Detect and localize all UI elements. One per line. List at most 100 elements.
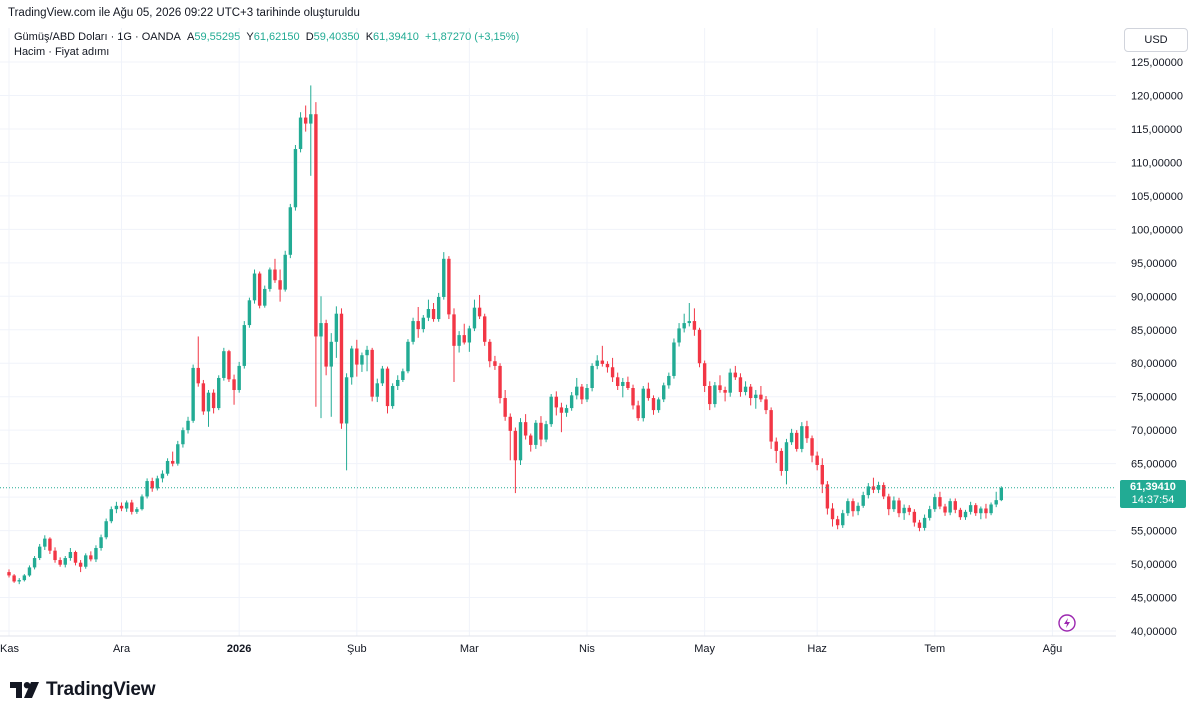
- high-value: 61,62150: [253, 31, 300, 43]
- indicator-legend[interactable]: Hacim · Fiyat adımı: [14, 46, 110, 58]
- x-axis-time-scale: Kas Ara 2026 Şub Mar Nis May Haz Tem Ağu: [0, 643, 1062, 655]
- candle-body: [63, 558, 67, 565]
- candle-body: [309, 114, 313, 124]
- candle: [830, 503, 835, 527]
- candle: [32, 556, 37, 570]
- low-label: D: [305, 31, 314, 43]
- candle-body: [222, 351, 226, 378]
- x-tick-label: Tem: [924, 643, 945, 655]
- candle-body: [503, 398, 507, 417]
- candle: [84, 553, 88, 569]
- candle-body: [575, 386, 579, 396]
- candle: [682, 313, 686, 333]
- candle: [181, 427, 185, 448]
- y-tick-label: 40,00000: [1131, 626, 1177, 638]
- candle-body: [181, 430, 185, 445]
- candle-body: [401, 371, 405, 380]
- candle-body: [856, 505, 860, 512]
- candle: [636, 400, 640, 421]
- candle-body: [298, 117, 303, 150]
- candle: [89, 551, 93, 562]
- candle: [48, 537, 52, 555]
- candle: [273, 258, 277, 283]
- candle: [866, 483, 871, 499]
- candle: [375, 378, 379, 403]
- candle: [912, 509, 917, 527]
- candle-body: [329, 341, 333, 367]
- candle-body: [467, 328, 472, 343]
- candle: [201, 379, 206, 415]
- candle-body: [984, 508, 988, 514]
- candle-body: [989, 504, 993, 514]
- candle-body: [600, 360, 605, 364]
- y-tick-label: 45,00000: [1131, 593, 1177, 605]
- candle-body: [390, 385, 395, 407]
- candle-body: [385, 368, 390, 407]
- candle: [355, 339, 359, 377]
- candle-body: [554, 396, 559, 408]
- candle-body: [672, 342, 676, 376]
- symbol-name[interactable]: Gümüş/ABD Doları · 1G · OANDA: [14, 31, 181, 43]
- candle-body: [360, 355, 364, 365]
- candle: [27, 565, 32, 577]
- candle-body: [447, 258, 451, 315]
- candle: [385, 366, 390, 414]
- candle: [856, 502, 860, 516]
- candle: [196, 336, 200, 387]
- candle: [94, 545, 98, 563]
- change-value: +1,87270 (+3,15%): [425, 31, 520, 43]
- candle-body: [355, 348, 359, 365]
- currency-button[interactable]: USD: [1124, 28, 1188, 52]
- candle: [22, 574, 27, 582]
- candle-body: [155, 478, 160, 489]
- candle: [503, 390, 507, 421]
- candle: [887, 493, 891, 516]
- candle: [564, 404, 569, 417]
- candle-body: [876, 485, 881, 490]
- candle: [135, 507, 139, 514]
- candle: [211, 389, 216, 414]
- candle-body: [32, 558, 37, 568]
- candle: [452, 308, 456, 382]
- candle-body: [252, 273, 257, 301]
- candle-body: [247, 300, 252, 326]
- candle: [365, 345, 369, 372]
- candle-body: [150, 481, 154, 489]
- candle-body: [810, 438, 814, 456]
- candle: [718, 375, 722, 393]
- candle: [554, 391, 559, 416]
- lightning-icon[interactable]: [1058, 614, 1076, 632]
- candle-body: [800, 426, 804, 449]
- candle-body: [78, 562, 83, 567]
- candle: [825, 481, 830, 515]
- x-tick-label: May: [694, 643, 715, 655]
- candle-body: [682, 323, 686, 329]
- candle: [544, 420, 548, 443]
- candle: [309, 85, 313, 176]
- candle: [846, 498, 850, 516]
- y-tick-label: 65,00000: [1131, 459, 1177, 471]
- candle: [140, 494, 144, 511]
- candle: [324, 319, 328, 376]
- tradingview-logo[interactable]: TradingView: [10, 679, 156, 701]
- candle-body: [759, 394, 763, 400]
- candle: [697, 327, 702, 368]
- candle-body: [718, 385, 722, 391]
- candle: [631, 384, 635, 410]
- candle: [815, 451, 819, 471]
- candle: [728, 368, 732, 397]
- candle: [600, 345, 605, 367]
- candle: [917, 519, 922, 532]
- candle-body: [457, 335, 461, 346]
- candle-body: [723, 390, 727, 393]
- candle: [109, 506, 113, 524]
- candle: [222, 347, 226, 381]
- y-tick-label: 125,00000: [1131, 57, 1183, 69]
- candle-body: [830, 508, 835, 520]
- candle-body: [273, 269, 277, 281]
- candle-body: [636, 405, 640, 419]
- candle-body: [626, 381, 630, 389]
- candle: [702, 360, 707, 393]
- candle: [774, 437, 778, 463]
